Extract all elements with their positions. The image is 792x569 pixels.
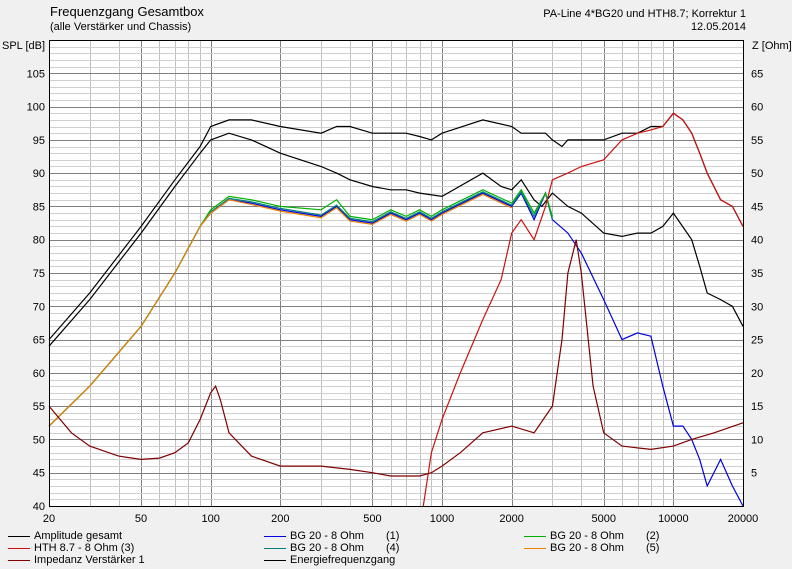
legend-item: Amplitude gesamt bbox=[8, 530, 122, 542]
y-tick-label-left: 50 bbox=[33, 434, 45, 446]
y-tick-label-right: 65 bbox=[751, 68, 763, 80]
legend-label: BG 20 - 8 Ohm bbox=[550, 530, 624, 542]
x-tick-label: 5000 bbox=[591, 513, 615, 525]
chart-title: Frequenzgang Gesamtbox bbox=[50, 4, 204, 19]
x-tick-label: 10000 bbox=[658, 513, 689, 525]
y-tick-label-left: 105 bbox=[27, 68, 45, 80]
y-tick-label-right: 35 bbox=[751, 268, 763, 280]
x-tick-label: 50 bbox=[135, 513, 147, 525]
series-line bbox=[48, 132, 744, 347]
legend-suffix: (1) bbox=[386, 530, 400, 542]
chart-subtitle: (alle Verstärker und Chassis) bbox=[50, 21, 192, 33]
y-tick-label-left: 70 bbox=[33, 301, 45, 313]
y-tick-label-left: 80 bbox=[33, 235, 45, 247]
legend-item: Impedanz Verstärker 1 bbox=[8, 554, 145, 566]
x-tick-label: 20 bbox=[43, 513, 55, 525]
y-tick-label-right: 20 bbox=[751, 368, 763, 380]
y-tick-label-left: 90 bbox=[33, 168, 45, 180]
series-line bbox=[48, 193, 512, 427]
x-tick-label: 200 bbox=[271, 513, 289, 525]
legend-label: Impedanz Verstärker 1 bbox=[34, 554, 145, 566]
y-tick-label-left: 75 bbox=[33, 268, 45, 280]
legend-suffix: (4) bbox=[386, 542, 400, 554]
y-tick-label-right: 25 bbox=[751, 335, 763, 347]
legend-item: BG 20 - 8 Ohm (4) bbox=[264, 542, 399, 554]
legend-suffix: (5) bbox=[646, 542, 660, 554]
y-tick-label-right: 55 bbox=[751, 135, 763, 147]
legend-swatch bbox=[524, 535, 546, 537]
legend-label: BG 20 - 8 Ohm bbox=[290, 530, 364, 542]
legend-swatch bbox=[524, 547, 546, 549]
plot-border bbox=[49, 40, 744, 507]
y-tick-label-right: 50 bbox=[751, 168, 763, 180]
legend-item: BG 20 - 8 Ohm (5) bbox=[524, 542, 659, 554]
y-tick-label-right: 60 bbox=[751, 102, 763, 114]
project-name: PA-Line 4*BG20 und HTH8.7; Korrektur 1 bbox=[543, 8, 746, 20]
legend-swatch bbox=[264, 559, 286, 561]
legend-swatch bbox=[264, 547, 286, 549]
y-tick-label-right: 40 bbox=[751, 235, 763, 247]
chart-date: 12.05.2014 bbox=[690, 21, 746, 33]
series-line bbox=[422, 112, 744, 507]
y-tick-label-left: 55 bbox=[33, 401, 45, 413]
x-tick-label: 2000 bbox=[499, 513, 523, 525]
legend-label: Energiefrequenzgang bbox=[290, 554, 396, 566]
legend-item: BG 20 - 8 Ohm (2) bbox=[524, 530, 659, 542]
y-axis-left-label: SPL [dB] bbox=[2, 40, 46, 52]
y-tick-label-left: 95 bbox=[33, 135, 45, 147]
series-lines bbox=[48, 112, 744, 507]
y-tick-label-left: 65 bbox=[33, 335, 45, 347]
x-tick-label: 1000 bbox=[430, 513, 454, 525]
y-axis-right-label: Z [Ohm] bbox=[752, 40, 792, 52]
legend-swatch bbox=[264, 535, 286, 537]
y-tick-label-left: 45 bbox=[33, 468, 45, 480]
y-tick-label-right: 45 bbox=[751, 201, 763, 213]
y-tick-label-left: 40 bbox=[33, 501, 45, 513]
y-tick-label-right: 5 bbox=[751, 468, 757, 480]
legend-item: HTH 8.7 - 8 Ohm (3) bbox=[8, 542, 134, 554]
legend-item: BG 20 - 8 Ohm (1) bbox=[264, 530, 399, 542]
legend-suffix: (2) bbox=[646, 530, 660, 542]
y-tick-label-right: 15 bbox=[751, 401, 763, 413]
legend-label: BG 20 - 8 Ohm bbox=[290, 542, 364, 554]
legend-label: HTH 8.7 - 8 Ohm (3) bbox=[34, 542, 135, 554]
y-tick-label-right: 30 bbox=[751, 301, 763, 313]
legend-swatch bbox=[8, 559, 30, 561]
y-tick-label-left: 60 bbox=[33, 368, 45, 380]
tick-labels: 20 50 100 200 500 1000 2000 5000 10000 20000 40 45 5… bbox=[27, 68, 764, 525]
legend-label: Amplitude gesamt bbox=[34, 530, 123, 542]
legend-swatch bbox=[8, 535, 30, 537]
legend-swatch bbox=[8, 547, 30, 549]
x-tick-label: 500 bbox=[363, 513, 381, 525]
y-tick-label-left: 100 bbox=[27, 102, 45, 114]
series-line bbox=[48, 239, 744, 477]
x-tick-label: 20000 bbox=[728, 513, 759, 525]
legend-item: Energiefrequenzgang bbox=[264, 554, 395, 566]
y-tick-label-right: 10 bbox=[751, 434, 763, 446]
x-tick-label: 100 bbox=[202, 513, 220, 525]
y-tick-label-left: 85 bbox=[33, 201, 45, 213]
legend-label: BG 20 - 8 Ohm bbox=[550, 542, 624, 554]
